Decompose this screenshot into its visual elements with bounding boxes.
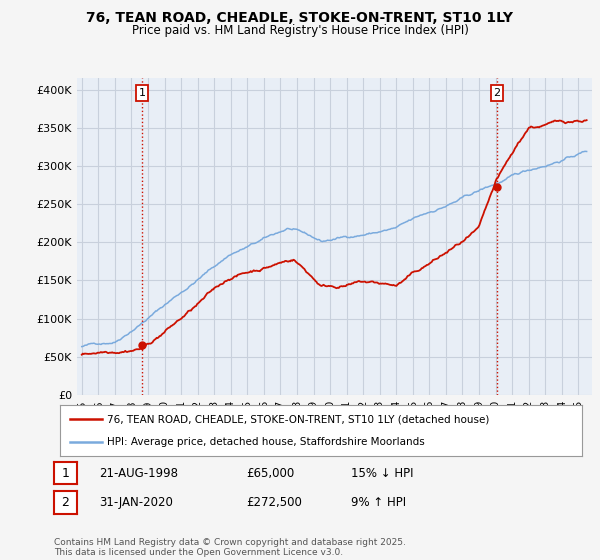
- Text: Contains HM Land Registry data © Crown copyright and database right 2025.
This d: Contains HM Land Registry data © Crown c…: [54, 538, 406, 557]
- Text: 9% ↑ HPI: 9% ↑ HPI: [351, 496, 406, 509]
- Text: 76, TEAN ROAD, CHEADLE, STOKE-ON-TRENT, ST10 1LY (detached house): 76, TEAN ROAD, CHEADLE, STOKE-ON-TRENT, …: [107, 414, 490, 424]
- Text: 31-JAN-2020: 31-JAN-2020: [99, 496, 173, 509]
- Text: £65,000: £65,000: [246, 466, 294, 480]
- Text: £272,500: £272,500: [246, 496, 302, 509]
- Text: 2: 2: [61, 496, 70, 509]
- Text: 15% ↓ HPI: 15% ↓ HPI: [351, 466, 413, 480]
- Text: 1: 1: [61, 466, 70, 480]
- Text: 76, TEAN ROAD, CHEADLE, STOKE-ON-TRENT, ST10 1LY: 76, TEAN ROAD, CHEADLE, STOKE-ON-TRENT, …: [86, 11, 514, 25]
- Text: 1: 1: [139, 88, 146, 98]
- Text: 2: 2: [493, 88, 500, 98]
- Text: Price paid vs. HM Land Registry's House Price Index (HPI): Price paid vs. HM Land Registry's House …: [131, 24, 469, 36]
- Text: 21-AUG-1998: 21-AUG-1998: [99, 466, 178, 480]
- Text: HPI: Average price, detached house, Staffordshire Moorlands: HPI: Average price, detached house, Staf…: [107, 437, 425, 447]
